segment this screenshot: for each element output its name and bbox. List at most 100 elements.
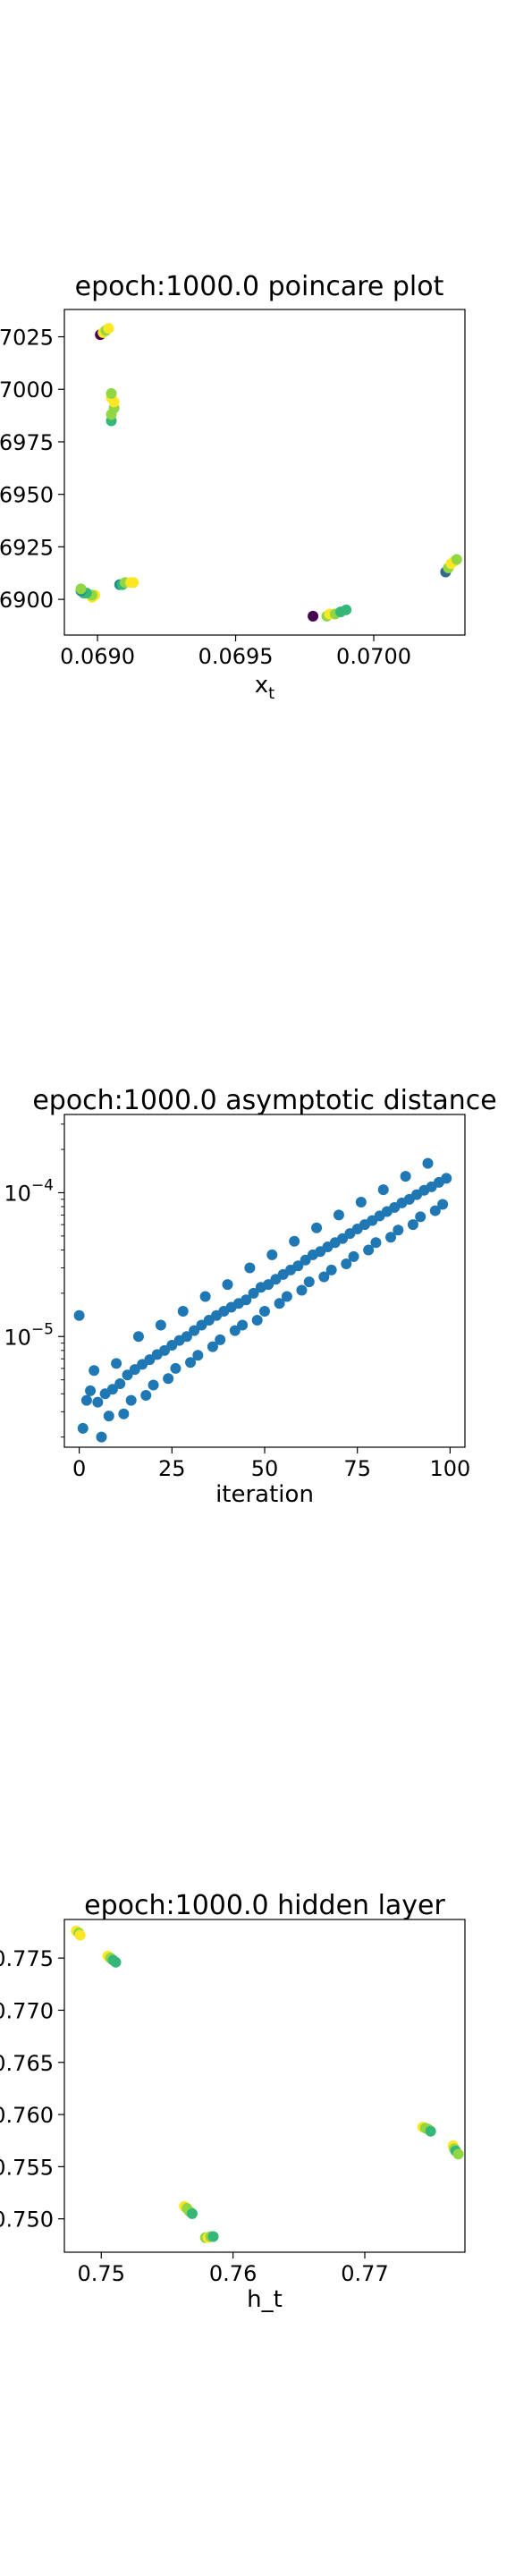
x-tick-label: 0.77 (341, 2261, 388, 2286)
data-point (311, 1222, 323, 1233)
data-point (237, 1319, 249, 1331)
data-point (318, 1271, 330, 1283)
data-point (215, 1334, 226, 1345)
poincare-plot-chart: epoch:1000.0 poincare plot 0.0690 0.0695 0… (0, 271, 466, 703)
data-point (292, 1260, 304, 1272)
data-point (451, 554, 462, 565)
x-axis-label: iteration (215, 1481, 314, 1508)
y-tick-label: 0.775 (0, 1946, 54, 1971)
x-tick-label: 0 (72, 1456, 86, 1481)
data-point (300, 1254, 311, 1266)
data-point (106, 1384, 118, 1395)
data-point (274, 1298, 285, 1309)
data-point (192, 1350, 204, 1361)
chart-title: epoch:1000.0 hidden layer (84, 1890, 445, 1921)
y-tick-label: 0.760 (0, 2103, 54, 2128)
data-point (118, 1408, 130, 1419)
data-point (77, 1422, 89, 1434)
data-point (441, 1173, 452, 1184)
y-tick-label: 0.750 (0, 2207, 54, 2233)
data-point (114, 1377, 126, 1389)
x-tick-label: 0.75 (78, 2261, 125, 2286)
data-point (103, 323, 114, 335)
data-point (74, 1929, 86, 1941)
data-point (185, 1357, 197, 1368)
data-point (303, 1276, 315, 1288)
data-point (422, 1157, 434, 1169)
y-tick-label: 0.6900 (0, 588, 54, 613)
chart-title: epoch:1000.0 poincare plot (75, 271, 444, 302)
data-point (144, 1354, 156, 1366)
data-point (429, 1205, 441, 1216)
data-point (407, 1219, 418, 1231)
data-point (296, 1284, 308, 1296)
y-tick-label: 0.7025 (0, 326, 54, 351)
y-tick-label: 0.6925 (0, 535, 54, 560)
data-point (308, 610, 319, 622)
data-point (400, 1171, 411, 1182)
data-point (148, 1379, 159, 1391)
data-point (199, 1291, 211, 1302)
data-point (207, 1341, 218, 1352)
x-tick-label: 0.0690 (60, 644, 135, 669)
data-point (170, 1362, 182, 1374)
data-point (370, 1237, 382, 1249)
data-point (263, 1279, 274, 1291)
x-tick-label: 0.0695 (198, 644, 274, 669)
data-point (437, 1199, 449, 1210)
data-point (259, 1305, 270, 1317)
asymptotic-distance-chart: epoch:1000.0 asymptotic distance 0 25 50 75… (4, 1085, 496, 1508)
y-tick-label: 0.770 (0, 1998, 54, 2023)
y-tick-label: 0.7000 (0, 377, 54, 402)
data-point (248, 1287, 259, 1299)
chart-title: epoch:1000.0 asymptotic distance (32, 1085, 496, 1116)
data-point (341, 604, 352, 615)
data-point (244, 1262, 256, 1274)
data-point (207, 2231, 219, 2242)
data-point (89, 1365, 100, 1377)
plot-frame (63, 1919, 466, 2253)
data-point (333, 1209, 344, 1221)
data-point (177, 1305, 189, 1317)
data-point (341, 1258, 352, 1270)
scatter-points (71, 1925, 464, 2243)
data-point (425, 2125, 436, 2137)
data-point (266, 1249, 278, 1260)
x-tick-label: 100 (430, 1456, 471, 1481)
data-point (110, 1956, 122, 1968)
data-point (106, 387, 117, 399)
x-tick-label: 75 (343, 1456, 371, 1481)
data-point (325, 1264, 337, 1275)
data-point (181, 1331, 192, 1343)
data-point (132, 1331, 144, 1343)
x-axis: 0.75 0.76 0.77 (78, 2252, 389, 2286)
data-point (348, 1250, 359, 1262)
data-point (289, 1235, 300, 1247)
data-point (189, 1325, 200, 1336)
data-point (377, 1184, 389, 1196)
x-tick-label: 0.76 (209, 2261, 257, 2286)
data-point (140, 1390, 152, 1402)
x-axis-label: h_t (247, 2286, 283, 2313)
scatter-points (73, 1157, 452, 1443)
y-axis: 0.6900 0.6925 0.6950 0.6975 0.7000 0.7025 (0, 326, 64, 613)
data-point (128, 577, 139, 589)
y-tick-label: 0.755 (0, 2155, 54, 2180)
data-point (393, 1224, 404, 1236)
data-point (415, 1211, 426, 1223)
data-point (75, 583, 87, 595)
data-point (163, 1373, 174, 1385)
plot-frame (63, 309, 466, 636)
data-point (92, 1396, 104, 1408)
data-point (122, 1369, 133, 1381)
hidden-layer-chart: epoch:1000.0 hidden layer 0.75 0.76 0.77 0… (0, 1890, 466, 2313)
data-point (452, 2148, 464, 2160)
data-point (85, 1385, 97, 1396)
data-point (80, 1394, 92, 1406)
data-point (111, 1358, 122, 1369)
data-point (385, 1232, 397, 1243)
data-point (186, 2207, 198, 2219)
y-tick-label: 0.6950 (0, 483, 54, 508)
data-point (241, 1294, 252, 1306)
data-point (159, 1344, 170, 1356)
